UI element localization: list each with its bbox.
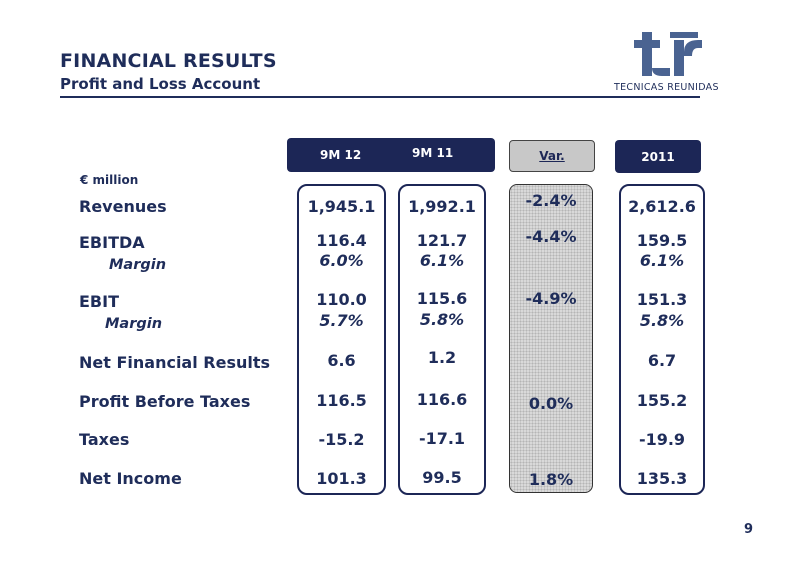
cell-ebitda-margin-2011: 6.1% bbox=[639, 251, 685, 270]
header-9m-group: 9M 12 9M 11 bbox=[287, 138, 495, 172]
cell-net-financial-9m12: 6.6 bbox=[327, 351, 356, 370]
row-label-ebitda: EBITDA bbox=[79, 233, 145, 252]
cell-taxes-9m12: -15.2 bbox=[318, 430, 365, 449]
cell-net-income-9m12: 101.3 bbox=[316, 469, 367, 488]
cell-ebit-margin-9m11: 5.8% bbox=[419, 310, 465, 329]
cell-ebit-9m12: 110.0 bbox=[316, 290, 367, 309]
cell-ebitda-margin-9m11: 6.1% bbox=[419, 251, 465, 270]
cell-revenues-9m12: 1,945.1 bbox=[307, 197, 376, 216]
cell-ebit-margin-9m12: 5.7% bbox=[319, 311, 364, 330]
cell-taxes-9m11: -17.1 bbox=[418, 429, 466, 448]
cell-ebitda-var: -4.4% bbox=[525, 227, 577, 246]
cell-ebitda-9m11: 121.7 bbox=[416, 231, 468, 250]
cell-ebitda-margin-9m12: 6.0% bbox=[319, 251, 364, 270]
row-label-net-financial: Net Financial Results bbox=[79, 353, 271, 372]
page-number: 9 bbox=[744, 522, 754, 537]
title-divider bbox=[60, 96, 700, 98]
unit-label: € million bbox=[80, 173, 139, 187]
cell-revenues-9m11: 1,992.1 bbox=[408, 197, 476, 216]
page-subtitle: Profit and Loss Account bbox=[60, 75, 261, 93]
cell-net-income-9m11: 99.5 bbox=[422, 468, 462, 487]
row-label-ebit-margin: Margin bbox=[105, 316, 163, 332]
row-label-taxes: Taxes bbox=[79, 430, 130, 449]
cell-pbt-9m12: 116.5 bbox=[316, 391, 367, 410]
column-frame-var bbox=[509, 184, 593, 493]
cell-net-financial-2011: 6.7 bbox=[647, 351, 677, 370]
column-header-var: Var. bbox=[509, 140, 595, 172]
column-frame-9m12 bbox=[297, 184, 386, 495]
cell-ebit-var: -4.9% bbox=[525, 289, 577, 308]
cell-pbt-9m11: 116.6 bbox=[416, 390, 468, 409]
cell-pbt-2011: 155.2 bbox=[636, 391, 688, 410]
row-label-net-income: Net Income bbox=[79, 469, 182, 488]
row-label-ebit: EBIT bbox=[79, 292, 119, 311]
cell-net-income-2011: 135.3 bbox=[636, 469, 688, 488]
cell-net-income-var: 1.8% bbox=[528, 470, 574, 489]
cell-ebit-9m11: 115.6 bbox=[416, 289, 468, 308]
column-frame-2011 bbox=[619, 184, 705, 495]
cell-net-financial-9m11: 1.2 bbox=[427, 348, 457, 367]
cell-taxes-2011: -19.9 bbox=[638, 430, 686, 449]
row-label-ebitda-margin: Margin bbox=[109, 257, 167, 273]
tecnicas-reunidas-logo bbox=[634, 32, 702, 76]
cell-revenues-var: -2.4% bbox=[525, 191, 577, 210]
cell-ebitda-2011: 159.5 bbox=[636, 231, 688, 250]
column-header-2011: 2011 bbox=[615, 140, 701, 173]
column-frame-9m11 bbox=[398, 184, 486, 495]
cell-ebitda-9m12: 116.4 bbox=[316, 231, 367, 250]
column-header-9m12: 9M 12 bbox=[320, 148, 362, 162]
row-label-revenues: Revenues bbox=[79, 197, 167, 216]
row-label-pbt: Profit Before Taxes bbox=[79, 392, 251, 411]
logo-wordmark: TECNICAS REUNIDAS bbox=[614, 82, 719, 93]
cell-ebit-2011: 151.3 bbox=[636, 290, 688, 309]
cell-ebit-margin-2011: 5.8% bbox=[639, 311, 685, 330]
column-header-9m11: 9M 11 bbox=[412, 146, 454, 160]
cell-revenues-2011: 2,612.6 bbox=[628, 197, 696, 216]
page-title: FINANCIAL RESULTS bbox=[60, 50, 277, 72]
cell-pbt-var: 0.0% bbox=[528, 394, 574, 413]
